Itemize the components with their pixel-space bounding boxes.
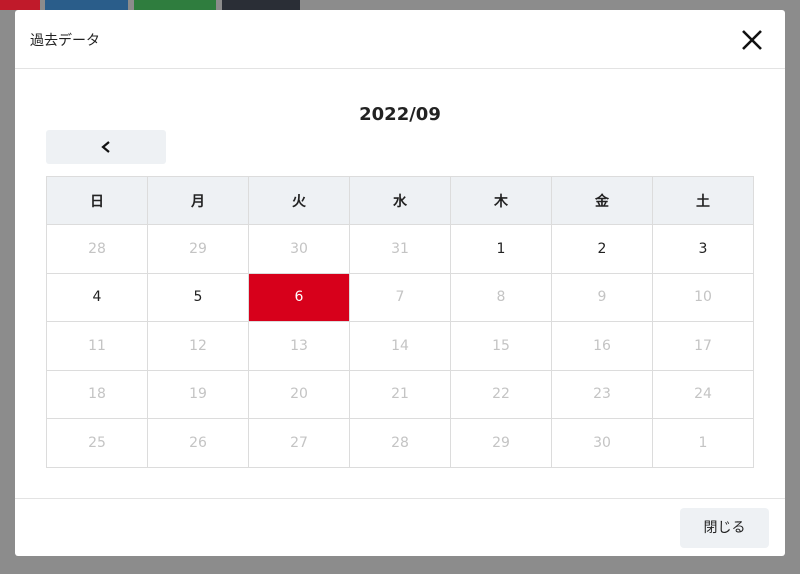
day-cell[interactable]: 6 [248,272,350,322]
day-cell: 11 [46,321,148,371]
weekday-header: 土 [652,176,754,225]
day-cell: 19 [147,369,249,419]
divider [15,68,785,69]
day-cell: 28 [46,224,148,274]
day-cell: 23 [551,369,653,419]
day-cell: 25 [46,418,148,468]
day-cell: 18 [46,369,148,419]
day-cell: 16 [551,321,653,371]
weekday-header: 月 [147,176,249,225]
week-row: 18 19 20 21 22 23 24 [46,369,754,419]
weekday-header: 金 [551,176,653,225]
day-cell[interactable]: 4 [46,272,148,322]
day-cell: 14 [349,321,451,371]
day-cell: 31 [349,224,451,274]
day-cell: 21 [349,369,451,419]
weekday-header: 木 [450,176,552,225]
day-cell: 12 [147,321,249,371]
bg-button [134,0,216,10]
calendar: 日月火水木金土 28 29 30 31 1 2 3 4 5 6 7 8 9 10 11 12 13 14 15 16 17… [46,176,754,468]
bg-button [0,0,40,10]
bg-button [222,0,300,10]
day-cell: 17 [652,321,754,371]
week-row: 28 29 30 31 1 2 3 [46,224,754,274]
day-cell: 22 [450,369,552,419]
month-label: 2022/09 [359,104,441,125]
day-cell: 8 [450,272,552,322]
day-cell[interactable]: 3 [652,224,754,274]
day-cell[interactable]: 5 [147,272,249,322]
dialog: 過去データ 2022/09 日月火水木金土 28 29 30 31 1 2 3 4 5 6 7 8 9 10… [15,10,785,556]
week-row: 25 26 27 28 29 30 1 [46,418,754,468]
close-button[interactable]: 閉じる [680,508,769,548]
bg-button [45,0,128,10]
weekday-header: 日 [46,176,148,225]
close-icon[interactable] [740,28,764,52]
day-cell: 30 [551,418,653,468]
day-cell: 24 [652,369,754,419]
day-cell: 27 [248,418,350,468]
day-cell: 29 [147,224,249,274]
day-cell: 20 [248,369,350,419]
day-cell: 30 [248,224,350,274]
day-cell: 7 [349,272,451,322]
day-cell: 26 [147,418,249,468]
day-cell: 9 [551,272,653,322]
weekday-header: 火 [248,176,350,225]
week-row: 11 12 13 14 15 16 17 [46,321,754,371]
day-cell: 28 [349,418,451,468]
day-cell[interactable]: 1 [450,224,552,274]
prev-month-button[interactable] [46,130,166,164]
chevron-icon [101,141,110,153]
weekday-row: 日月火水木金土 [46,176,754,225]
dialog-title: 過去データ [30,33,100,49]
day-cell[interactable]: 2 [551,224,653,274]
day-cell: 15 [450,321,552,371]
week-row: 4 5 6 7 8 9 10 [46,272,754,322]
divider [15,498,785,499]
day-cell: 1 [652,418,754,468]
weekday-header: 水 [349,176,451,225]
day-cell: 13 [248,321,350,371]
day-cell: 10 [652,272,754,322]
day-cell: 29 [450,418,552,468]
